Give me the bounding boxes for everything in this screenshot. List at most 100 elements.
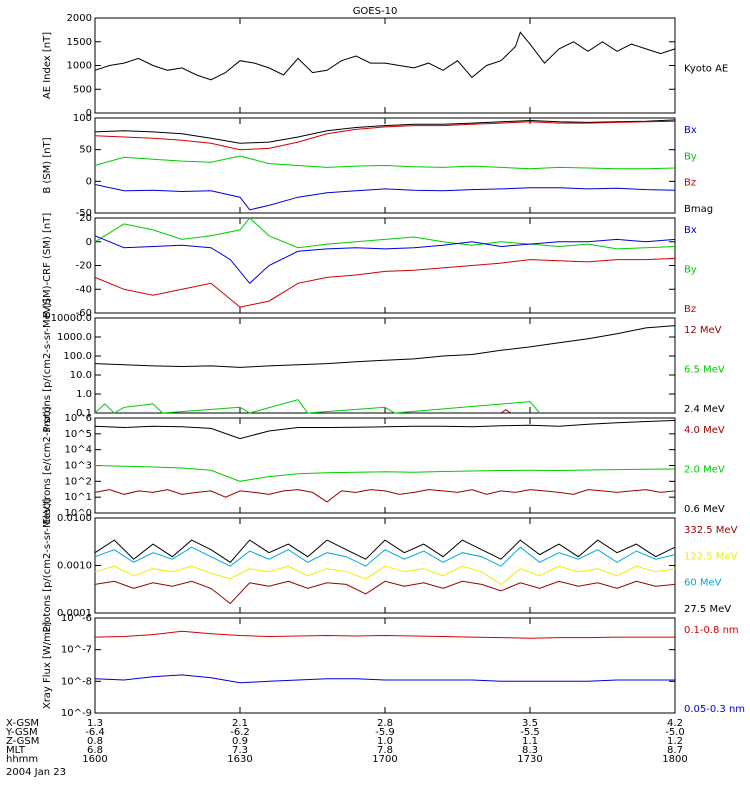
y-tick-label: 1.0: [76, 389, 92, 400]
series-line-6-5-mev: [94, 399, 541, 414]
y-tick-label: 10^5: [65, 429, 92, 440]
legend-entry: 0.05-0.3 nm: [684, 704, 745, 715]
legend-entry: 0.1-0.8 nm: [684, 625, 739, 636]
orbit-row-label: MLT: [6, 745, 26, 756]
y-tick-label: 10^2: [65, 476, 92, 487]
y-tick-label: 10000.0: [51, 313, 92, 324]
panel-frame: [94, 317, 676, 414]
panel-frame: [94, 17, 676, 114]
series-line-12-mev: [500, 409, 511, 414]
series-line-122-5-mev: [94, 565, 676, 586]
y-tick-label: 10^6: [65, 413, 92, 424]
y-tick-label: 100: [73, 113, 92, 124]
y-tick-label: 10^1: [65, 492, 92, 503]
series-line-bx: [94, 184, 676, 211]
orbit-value: 2.1: [232, 718, 248, 729]
orbit-value: 1.2: [667, 736, 683, 747]
series-line-0-6-mev: [94, 420, 676, 440]
y-tick-label: 0.0010: [57, 561, 92, 572]
y-tick-label: -60: [76, 308, 92, 319]
orbit-value: 0.9: [232, 736, 248, 747]
legend-entry: Bz: [684, 304, 696, 315]
panel-frame: [94, 217, 676, 314]
legend-entry: 27.5 MeV: [684, 604, 731, 615]
orbit-value: -6.2: [230, 727, 250, 738]
orbit-value: 1730: [517, 754, 542, 765]
chart-title: GOES-10: [353, 6, 398, 17]
y-axis-label: Xray Flux [W/m2]: [42, 622, 53, 709]
y-tick-label: 1000: [67, 61, 92, 72]
series-line-332-5-mev: [94, 580, 676, 605]
legend-entry: 12 MeV: [684, 325, 722, 336]
y-tick-label: 0.1: [76, 408, 92, 419]
series-line-27-5-mev: [94, 539, 676, 563]
series-line-by: [94, 155, 676, 170]
y-tick-label: 10^-7: [61, 645, 92, 656]
y-tick-label: 0.0100: [57, 513, 92, 524]
legend-entry: 122.5 MeV: [684, 551, 738, 562]
panel-7: 10^-9 10^-8 10^-7 10^-6 Xray Flux [W/m2] 0.1-…: [42, 613, 745, 719]
orbit-value: 1.3: [87, 718, 103, 729]
legend-entry: Kyoto AE: [684, 64, 728, 75]
y-axis-label: B (SM) [nT]: [42, 137, 53, 193]
series-line-4-0-mev: [94, 489, 676, 503]
orbit-value: 1.1: [522, 736, 538, 747]
orbit-value: -5.9: [375, 727, 395, 738]
series-line-bx: [94, 235, 676, 285]
orbit-value: 7.8: [377, 745, 393, 756]
panel-2: -50 0 50 100 B (SM) [nT] Bx By Bz Bmag: [42, 113, 713, 219]
orbit-value: 1800: [662, 754, 687, 765]
orbit-value: -5.0: [665, 727, 685, 738]
y-tick-label: 10.0: [70, 370, 92, 381]
y-tick-label: 500: [73, 84, 92, 95]
y-tick-label: 10^-6: [61, 613, 92, 624]
orbit-value: 8.7: [667, 745, 683, 756]
y-tick-label: 1000.0: [57, 332, 92, 343]
orbit-value: 8.3: [522, 745, 538, 756]
orbit-row-label: X-GSM: [6, 718, 39, 729]
legend-entry: By: [684, 265, 697, 276]
panel-5: 10^0 10^1 10^2 10^3 10^4 10^5 10^6 Electrons [e…: [42, 406, 725, 524]
series-line-0-1-0-8-nm: [94, 630, 675, 639]
series-line-bz: [94, 257, 676, 308]
panel-frame: [94, 617, 676, 714]
series-line-by: [94, 217, 676, 250]
y-tick-label: 1500: [67, 37, 92, 48]
orbit-value: -5.5: [520, 727, 540, 738]
series-line-2-0-mev: [94, 465, 676, 482]
orbit-value: 4.2: [667, 718, 683, 729]
y-tick-label: 50: [79, 145, 92, 156]
series-line-0-05-0-3-nm: [94, 674, 675, 684]
orbit-value: 1600: [82, 754, 107, 765]
orbit-value: 2.8: [377, 718, 393, 729]
panel-3: -60 -40 -20 0 20 B (SM)-CRF (SM) [nT] Bx By Bz: [42, 213, 697, 319]
orbit-value: 1700: [372, 754, 397, 765]
panel-1: 0 500 1000 1500 2000 AE Index [nT] Kyoto AE: [42, 13, 728, 119]
y-tick-label: 0.0001: [57, 608, 92, 619]
y-tick-label: 10^0: [65, 508, 92, 519]
y-tick-label: 0: [86, 176, 92, 187]
orbit-row-label: Z-GSM: [6, 736, 39, 747]
legend-entry: Bmag: [684, 204, 713, 215]
legend-entry: 332.5 MeV: [684, 525, 738, 536]
panel-frame: [94, 417, 676, 514]
series-line-bz: [94, 120, 676, 151]
y-tick-label: 10^-8: [61, 676, 92, 687]
y-axis-label: Protons [p/(cm2-s-sr-MeV)]: [42, 498, 53, 632]
y-axis-label: Protons [p/(cm2-s-sr-MeV)]: [42, 298, 53, 432]
orbit-row-label: Y-GSM: [5, 727, 38, 738]
series-line-60-mev: [94, 546, 676, 567]
series-line-bmag: [94, 119, 676, 144]
legend-entry: 2.0 MeV: [684, 465, 725, 476]
orbit-value: 0.8: [87, 736, 103, 747]
panel-6: 0.0001 0.0010 0.0100 Protons [p/(cm2-s-sr-M…: [42, 498, 738, 632]
legend-entry: 0.6 MeV: [684, 504, 725, 515]
legend-entry: Bx: [684, 225, 697, 236]
panel-frame: [94, 517, 676, 614]
y-tick-label: 0: [86, 108, 92, 119]
legend-entry: By: [684, 151, 697, 162]
